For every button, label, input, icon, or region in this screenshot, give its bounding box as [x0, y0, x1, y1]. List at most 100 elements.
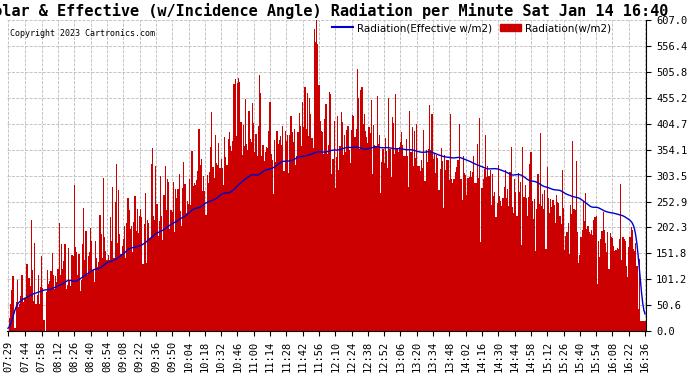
- Bar: [172, 182, 174, 331]
- Bar: [430, 150, 431, 331]
- Text: Copyright 2023 Cartronics.com: Copyright 2023 Cartronics.com: [10, 29, 155, 38]
- Bar: [225, 158, 226, 331]
- Bar: [528, 197, 529, 331]
- Bar: [345, 152, 346, 331]
- Bar: [338, 170, 339, 331]
- Bar: [446, 160, 448, 331]
- Bar: [473, 156, 475, 331]
- Bar: [86, 274, 88, 331]
- Bar: [535, 251, 536, 331]
- Bar: [636, 266, 638, 331]
- Bar: [465, 175, 466, 331]
- Bar: [367, 143, 368, 331]
- Bar: [28, 278, 30, 331]
- Bar: [290, 116, 292, 331]
- Bar: [33, 301, 34, 331]
- Bar: [407, 156, 408, 331]
- Bar: [455, 172, 456, 331]
- Bar: [317, 44, 318, 331]
- Bar: [253, 123, 255, 331]
- Bar: [82, 244, 83, 331]
- Bar: [34, 243, 35, 331]
- Bar: [273, 194, 274, 331]
- Bar: [275, 162, 277, 331]
- Bar: [605, 243, 606, 331]
- Bar: [118, 190, 119, 331]
- Bar: [331, 174, 333, 331]
- Bar: [487, 166, 489, 331]
- Bar: [612, 238, 613, 331]
- Bar: [466, 195, 467, 331]
- Bar: [520, 182, 521, 331]
- Bar: [551, 207, 553, 331]
- Bar: [386, 151, 387, 331]
- Bar: [614, 251, 615, 331]
- Bar: [395, 94, 397, 331]
- Bar: [394, 154, 395, 331]
- Bar: [246, 144, 247, 331]
- Bar: [109, 260, 110, 331]
- Bar: [591, 230, 592, 331]
- Bar: [244, 146, 245, 331]
- Bar: [531, 201, 533, 331]
- Bar: [340, 112, 342, 331]
- Bar: [563, 208, 564, 331]
- Bar: [292, 132, 293, 331]
- Bar: [233, 84, 235, 331]
- Bar: [95, 241, 96, 331]
- Bar: [336, 157, 337, 331]
- Bar: [162, 240, 164, 331]
- Bar: [402, 145, 404, 331]
- Bar: [201, 159, 202, 331]
- Bar: [103, 178, 104, 331]
- Bar: [613, 246, 614, 331]
- Bar: [515, 192, 516, 331]
- Bar: [504, 170, 506, 331]
- Bar: [366, 137, 367, 331]
- Bar: [226, 165, 228, 331]
- Bar: [329, 92, 330, 331]
- Bar: [644, 321, 646, 331]
- Bar: [55, 276, 57, 331]
- Bar: [561, 224, 562, 331]
- Bar: [16, 302, 17, 331]
- Bar: [75, 248, 76, 331]
- Bar: [516, 216, 518, 331]
- Bar: [153, 216, 154, 331]
- Bar: [69, 280, 70, 331]
- Bar: [620, 184, 621, 331]
- Bar: [484, 169, 485, 331]
- Bar: [464, 173, 465, 331]
- Bar: [393, 123, 394, 331]
- Bar: [132, 252, 133, 331]
- Bar: [88, 256, 89, 331]
- Bar: [115, 202, 116, 331]
- Bar: [426, 162, 428, 331]
- Bar: [268, 131, 270, 331]
- Bar: [606, 252, 607, 331]
- Bar: [187, 201, 188, 331]
- Bar: [536, 209, 538, 331]
- Bar: [408, 187, 409, 331]
- Bar: [139, 216, 140, 331]
- Bar: [215, 135, 216, 331]
- Bar: [161, 216, 162, 331]
- Bar: [209, 172, 210, 331]
- Bar: [424, 181, 426, 331]
- Bar: [67, 285, 68, 331]
- Bar: [570, 205, 571, 331]
- Bar: [59, 223, 60, 331]
- Bar: [108, 255, 109, 331]
- Bar: [602, 213, 604, 331]
- Bar: [337, 116, 338, 331]
- Bar: [413, 166, 414, 331]
- Bar: [642, 321, 643, 331]
- Bar: [66, 289, 67, 331]
- Bar: [302, 102, 303, 331]
- Bar: [467, 178, 469, 331]
- Title: Solar & Effective (w/Incidence Angle) Radiation per Minute Sat Jan 14 16:40: Solar & Effective (w/Incidence Angle) Ra…: [0, 3, 669, 19]
- Bar: [147, 220, 148, 331]
- Bar: [231, 151, 232, 331]
- Bar: [53, 275, 54, 331]
- Bar: [164, 195, 165, 331]
